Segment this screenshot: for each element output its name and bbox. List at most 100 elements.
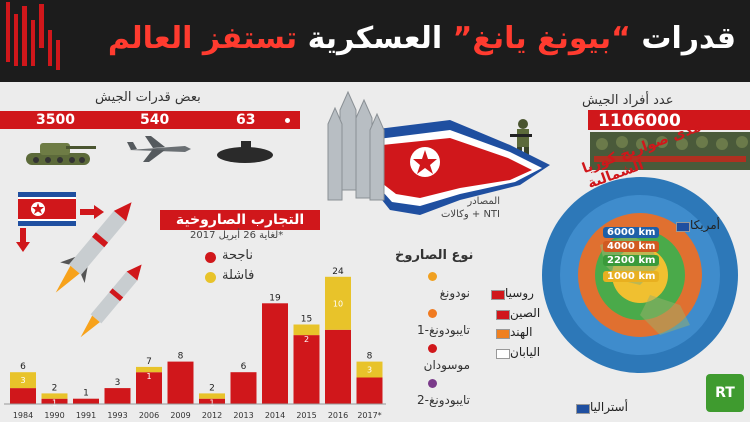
tanks-count: 3500 bbox=[36, 112, 75, 128]
army-personnel-title: عدد أفراد الجيش bbox=[582, 93, 674, 108]
source-note: المصادر NTI + وكالات bbox=[440, 196, 500, 220]
submarine-icon bbox=[217, 141, 273, 163]
decor-stripe bbox=[56, 40, 60, 70]
bar-total-label: 8 bbox=[178, 352, 184, 362]
bar-total-label: 3 bbox=[115, 378, 121, 388]
country-label: أستراليا bbox=[590, 400, 628, 414]
bar-fail bbox=[325, 276, 351, 330]
range-ring-label: 2200 km bbox=[603, 255, 660, 266]
bar-success bbox=[41, 398, 68, 404]
aircraft-count: 540 bbox=[140, 112, 170, 128]
bar-fail bbox=[10, 372, 36, 389]
missile-type-swatch bbox=[428, 344, 437, 353]
x-tick-label: 1991 bbox=[76, 411, 96, 420]
x-tick-label: 2006 bbox=[139, 411, 159, 420]
legend-success-swatch bbox=[205, 252, 216, 263]
legend-fail-swatch bbox=[205, 272, 216, 283]
tests-title: التجارب الصاروخية bbox=[175, 212, 305, 228]
decor-stripe bbox=[6, 2, 10, 62]
soldiers-photo bbox=[590, 132, 750, 170]
legend-success-label: ناجحة bbox=[222, 248, 253, 263]
nk-flag-icon bbox=[18, 192, 76, 226]
arrow-right-icon bbox=[80, 205, 104, 219]
missile-type-swatch bbox=[428, 272, 437, 281]
x-tick-label: 2013 bbox=[233, 411, 253, 420]
bar-total-label: 2 bbox=[209, 383, 215, 393]
bar-success bbox=[73, 398, 99, 404]
decor-stripe bbox=[48, 30, 52, 66]
legend-fail-label: فاشلة bbox=[222, 268, 255, 283]
x-tick-label: 1984 bbox=[13, 411, 33, 420]
missile-type-label: تايبودونغ-1 bbox=[417, 323, 470, 337]
bar-total-label: 15 bbox=[301, 315, 312, 325]
country-flag-icon bbox=[496, 310, 510, 320]
country-label: اليابان bbox=[510, 345, 541, 359]
missile-type-label: تايبودونغ-2 bbox=[417, 393, 470, 407]
bar-total-label: 24 bbox=[332, 267, 344, 277]
country-label: الصين bbox=[510, 306, 541, 320]
tests-title-bar bbox=[160, 210, 320, 230]
bar-fail-label: 1 bbox=[146, 372, 151, 381]
country-label: روسيا bbox=[505, 286, 534, 300]
bar-total-label: 7 bbox=[146, 357, 152, 367]
range-ring-label: 1000 km bbox=[603, 271, 660, 282]
submarines-count: 63 bbox=[236, 112, 256, 128]
bar-fail bbox=[136, 366, 162, 373]
bar-success bbox=[10, 388, 36, 404]
bar-success bbox=[167, 361, 194, 404]
missile-types-title: نوع الصاروخ bbox=[395, 248, 474, 263]
missile-type-label: موسودان bbox=[423, 358, 470, 372]
x-tick-label: 2017* bbox=[357, 411, 381, 420]
bar-fail bbox=[356, 361, 383, 378]
bar-success bbox=[356, 377, 383, 404]
bar-total-label: 6 bbox=[241, 362, 247, 372]
bar-success bbox=[262, 303, 288, 404]
bar-total-label: 6 bbox=[20, 362, 26, 372]
page-title: قدرات “بيونغ يانغ” العسكرية تستفز العالم bbox=[107, 21, 736, 56]
fighter-jet-icon bbox=[127, 136, 191, 162]
country-flag-icon bbox=[496, 329, 510, 339]
bar-fail bbox=[293, 324, 320, 336]
bar-success bbox=[104, 388, 131, 404]
army-personnel-bar bbox=[588, 110, 750, 130]
x-tick-label: 1993 bbox=[107, 411, 127, 420]
bar-success bbox=[325, 329, 351, 404]
country-label: أمريكا bbox=[690, 218, 721, 232]
header-bar: قدرات “بيونغ يانغ” العسكرية تستفز العالم bbox=[0, 0, 750, 82]
range-ring-label: 4000 km bbox=[603, 241, 660, 252]
x-tick-label: 1990 bbox=[44, 411, 64, 420]
bar-fail bbox=[199, 393, 225, 399]
country-flag-icon bbox=[491, 290, 505, 300]
missile-type-swatch bbox=[428, 309, 437, 318]
x-tick-label: 2014 bbox=[265, 411, 285, 420]
army-personnel-count: 1106000 bbox=[598, 111, 681, 131]
bar-success bbox=[136, 372, 162, 404]
country-label: الهند bbox=[510, 325, 533, 339]
x-tick-label: 2016 bbox=[328, 411, 348, 420]
bar-fail-label: 3 bbox=[20, 376, 25, 385]
country-flag-icon bbox=[676, 222, 690, 232]
missile-type-swatch bbox=[428, 379, 437, 388]
bar-total-label: 19 bbox=[269, 293, 281, 303]
country-flag-icon bbox=[576, 404, 590, 414]
bar-fail-label: 3 bbox=[367, 366, 372, 375]
range-ring-label: 6000 km bbox=[603, 227, 660, 238]
army-capabilities-title: بعض قدرات الجيش bbox=[95, 90, 201, 105]
bar-fail-label: 10 bbox=[333, 299, 343, 308]
bar-success bbox=[199, 398, 225, 404]
missile-tests-chart: 6 3 1984 2 1 1990 1 1991 3 1993 7 1 2006 8 2009 2 1 2012 6… bbox=[4, 267, 386, 420]
bar-success bbox=[293, 335, 320, 404]
bar-fail-label: 1 bbox=[52, 399, 57, 408]
missiles-illustration bbox=[55, 202, 142, 338]
decor-stripe bbox=[22, 6, 27, 66]
decor-stripe bbox=[39, 4, 44, 48]
x-tick-label: 2015 bbox=[296, 411, 316, 420]
arrow-down-icon bbox=[16, 228, 30, 252]
bar-total-label: 2 bbox=[52, 383, 58, 393]
decor-stripe bbox=[31, 20, 35, 66]
bar-fail-label: 1 bbox=[209, 399, 214, 408]
rt-logo: RT bbox=[706, 374, 744, 412]
bar-total-label: 1 bbox=[83, 389, 89, 399]
tests-date-note: *لغاية 26 أبريل 2017 bbox=[190, 230, 284, 241]
country-flag-icon bbox=[496, 349, 510, 359]
